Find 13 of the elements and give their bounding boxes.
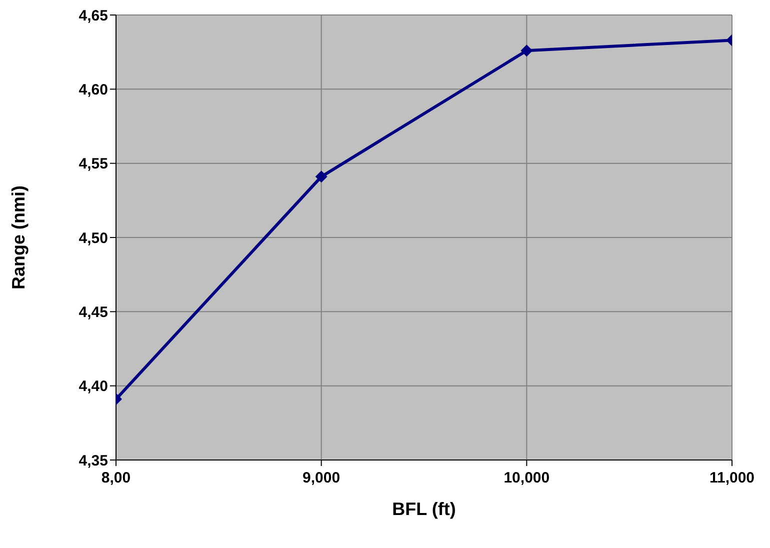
- y-tick-label: 4,40: [78, 378, 108, 396]
- y-tick-label: 4,50: [78, 230, 108, 247]
- x-tick-label: 9,000: [302, 470, 340, 487]
- y-tick-label: 4,60: [78, 81, 108, 98]
- y-axis-title: Range (nmi): [8, 185, 28, 290]
- y-tick-label: 4,35: [78, 452, 108, 470]
- y-tick-label: 4,65: [78, 7, 108, 24]
- y-tick-label: 4,45: [78, 304, 108, 321]
- y-tick-label: 4,55: [78, 156, 108, 173]
- x-axis-title: BFL (ft): [392, 499, 456, 519]
- x-tick-label: 10,000: [504, 470, 550, 487]
- x-tick-label: 11,000: [709, 470, 755, 487]
- x-tick-label: 8,00: [101, 470, 131, 487]
